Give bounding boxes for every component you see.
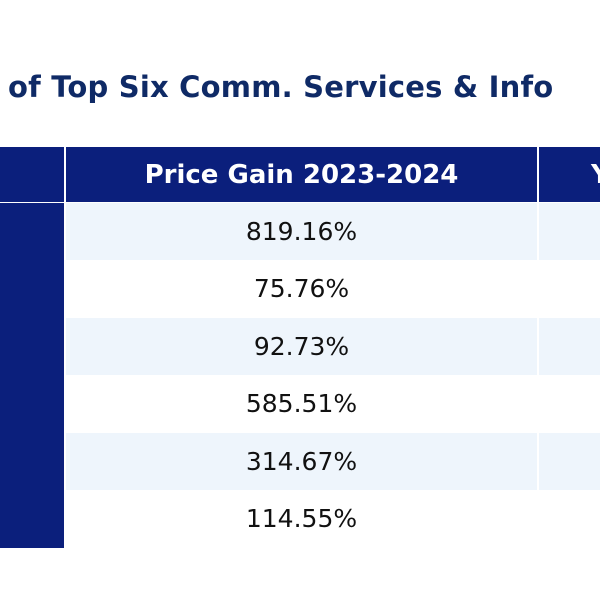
header-cell: Price Gain 2023-2024 bbox=[66, 147, 537, 202]
value-cell: 75.76% bbox=[66, 260, 537, 317]
row-label-cell bbox=[0, 433, 64, 491]
table: Price Gain 2023-2024 Y 819.16%75.76%92.7… bbox=[0, 147, 600, 548]
table-title: of Top Six Comm. Services & Info bbox=[8, 70, 554, 104]
row-label-cell bbox=[0, 318, 64, 376]
value-cell: 585.51% bbox=[66, 375, 537, 432]
value-cell: 314.67% bbox=[66, 433, 537, 490]
row-label-cell bbox=[0, 260, 64, 318]
value-cell: 819.16% bbox=[66, 203, 537, 260]
cell bbox=[539, 318, 600, 375]
header-cell bbox=[0, 147, 64, 202]
cell bbox=[539, 260, 600, 317]
value-cell: 92.73% bbox=[66, 318, 537, 375]
header-cell: Y bbox=[539, 147, 600, 202]
row-label-cell bbox=[0, 203, 64, 261]
cell bbox=[539, 433, 600, 490]
row-label-cell bbox=[0, 375, 64, 433]
cell bbox=[539, 203, 600, 260]
row-label-cell bbox=[0, 490, 64, 548]
cell bbox=[539, 375, 600, 432]
value-cell: 114.55% bbox=[66, 490, 537, 547]
cell bbox=[539, 490, 600, 547]
